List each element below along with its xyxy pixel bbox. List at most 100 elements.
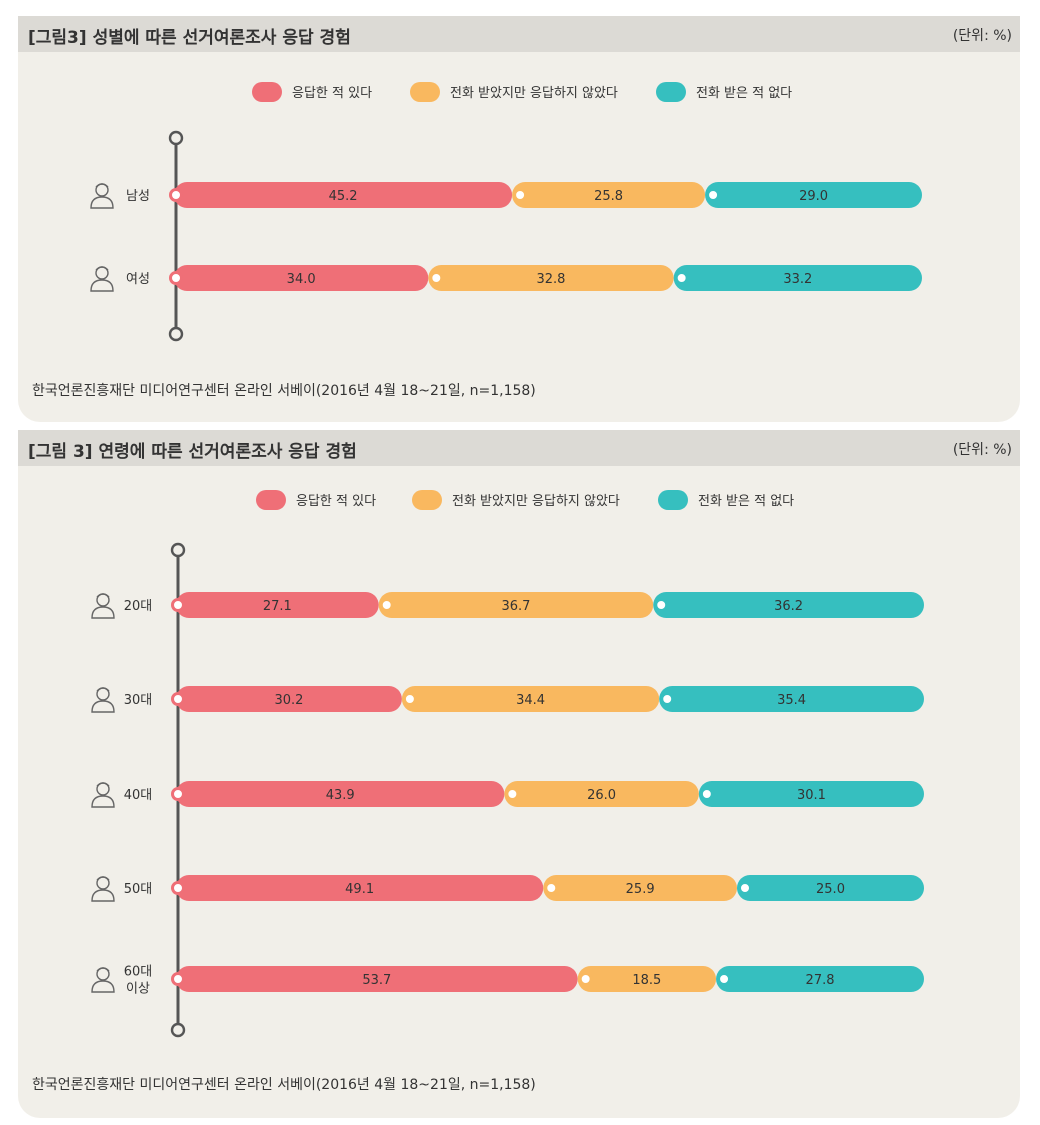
legend-label: 전화 받았지만 응답하지 않았다 <box>450 86 618 101</box>
category-row: 20대 27.1 36.7 36.2 <box>91 592 924 619</box>
segment-marker <box>717 972 732 986</box>
segment-marker <box>429 271 444 285</box>
segment-marker <box>402 692 417 706</box>
legend-label: 전화 받은 적 없다 <box>698 494 794 509</box>
segment-marker <box>738 881 752 895</box>
category-row: 여성 34.0 32.8 33.2 <box>90 265 922 292</box>
segment-marker <box>171 972 185 986</box>
legend-swatch <box>656 82 686 102</box>
legend-swatch <box>252 82 282 102</box>
age-chart-svg: 응답한 적 있다 전화 받았지만 응답하지 않았다 전화 받은 적 없다 20대 27.… <box>91 490 924 1038</box>
bar-segment <box>174 265 429 291</box>
bar-segment <box>653 592 924 618</box>
value-label: 33.2 <box>783 272 812 287</box>
value-label: 30.2 <box>274 693 303 708</box>
value-label: 43.9 <box>326 788 355 803</box>
segment-marker <box>171 881 185 895</box>
woman-icon <box>91 687 115 713</box>
value-label: 26.0 <box>587 788 616 803</box>
value-label: 25.8 <box>594 189 623 204</box>
value-label: 34.4 <box>516 693 545 708</box>
category-label: 30대 <box>124 693 153 708</box>
legend-swatch <box>658 490 688 510</box>
category-label: 60대 <box>124 965 153 980</box>
value-label: 45.2 <box>329 189 358 204</box>
person-icon <box>91 782 115 808</box>
category-label: 여성 <box>126 272 150 287</box>
category-label: 남성 <box>126 189 150 204</box>
value-label: 27.1 <box>263 599 292 614</box>
segment-marker <box>654 598 669 612</box>
chart-title: [그림3] 성별에 따른 선거여론조사 응답 경험 <box>28 28 351 48</box>
value-label: 34.0 <box>287 272 316 287</box>
bar-segment <box>401 686 660 712</box>
segment-marker <box>171 598 185 612</box>
man-icon <box>90 183 114 209</box>
value-label: 25.9 <box>626 882 655 897</box>
bar-segment <box>176 686 402 712</box>
value-label: 36.7 <box>501 599 530 614</box>
segment-marker <box>171 787 185 801</box>
category-row: 50대 49.1 25.9 25.0 <box>91 875 924 902</box>
value-label: 49.1 <box>345 882 374 897</box>
bar-segment <box>176 875 544 901</box>
bar-segment <box>716 966 924 992</box>
bar-segment <box>428 265 674 291</box>
bar-segment <box>577 966 717 992</box>
axis-end-dot <box>170 542 186 558</box>
bar-segment <box>176 781 505 807</box>
source-note: 한국언론진흥재단 미디어연구센터 온라인 서베이(2016년 4월 18~21일… <box>32 383 536 399</box>
middle-aged-icon <box>91 876 115 902</box>
bar-segment <box>512 182 706 208</box>
axis-end-dot <box>170 1022 186 1038</box>
category-label: 이상 <box>126 982 150 997</box>
legend-label: 응답한 적 있다 <box>292 86 372 101</box>
value-label: 36.2 <box>774 599 803 614</box>
value-label: 35.4 <box>777 693 806 708</box>
axis-line <box>168 130 184 342</box>
bar-segment <box>176 592 379 618</box>
value-label: 32.8 <box>537 272 566 287</box>
axis-end-dot <box>168 326 184 342</box>
source-note: 한국언론진흥재단 미디어연구센터 온라인 서베이(2016년 4월 18~21일… <box>32 1077 536 1093</box>
segment-marker <box>513 188 528 202</box>
woman-icon <box>90 266 114 292</box>
bar-segment <box>698 781 924 807</box>
unit-label: (단위: %) <box>952 28 1012 44</box>
value-label: 25.0 <box>816 882 845 897</box>
senior-icon <box>91 967 115 993</box>
category-row: 남성 45.2 25.8 29.0 <box>90 182 922 209</box>
segment-marker <box>171 692 185 706</box>
category-label: 40대 <box>124 788 153 803</box>
bar-segment <box>705 182 922 208</box>
legend-swatch <box>410 82 440 102</box>
segment-marker <box>379 598 394 612</box>
value-label: 27.8 <box>806 973 835 988</box>
bar-segment <box>659 686 924 712</box>
young-man-icon <box>91 593 115 619</box>
title-bar: [그림3] 성별에 따른 선거여론조사 응답 경험 (단위: %) <box>18 16 1020 52</box>
chart-title: [그림 3] 연령에 따른 선거여론조사 응답 경험 <box>28 442 357 462</box>
title-bar: [그림 3] 연령에 따른 선거여론조사 응답 경험 (단위: %) <box>18 430 1020 466</box>
segment-marker <box>699 787 714 801</box>
bar-segment <box>504 781 699 807</box>
category-label: 50대 <box>124 882 153 897</box>
category-row: 30대 30.2 34.4 35.4 <box>91 686 924 713</box>
bar-segment <box>174 182 513 208</box>
legend-label: 전화 받았지만 응답하지 않았다 <box>452 494 620 509</box>
unit-label: (단위: %) <box>952 442 1012 458</box>
category-label: 20대 <box>124 599 153 614</box>
legend-label: 응답한 적 있다 <box>296 494 376 509</box>
gender-chart-panel: [그림3] 성별에 따른 선거여론조사 응답 경험 (단위: %) 응답한 적 … <box>18 16 1020 422</box>
bar-segment <box>378 592 654 618</box>
value-label: 53.7 <box>362 973 391 988</box>
legend-swatch <box>412 490 442 510</box>
legend-label: 전화 받은 적 없다 <box>696 86 792 101</box>
segment-marker <box>544 881 559 895</box>
segment-marker <box>505 787 520 801</box>
bar-segment <box>673 265 922 291</box>
category-row: 40대 43.9 26.0 30.1 <box>91 781 924 808</box>
value-label: 30.1 <box>797 788 826 803</box>
